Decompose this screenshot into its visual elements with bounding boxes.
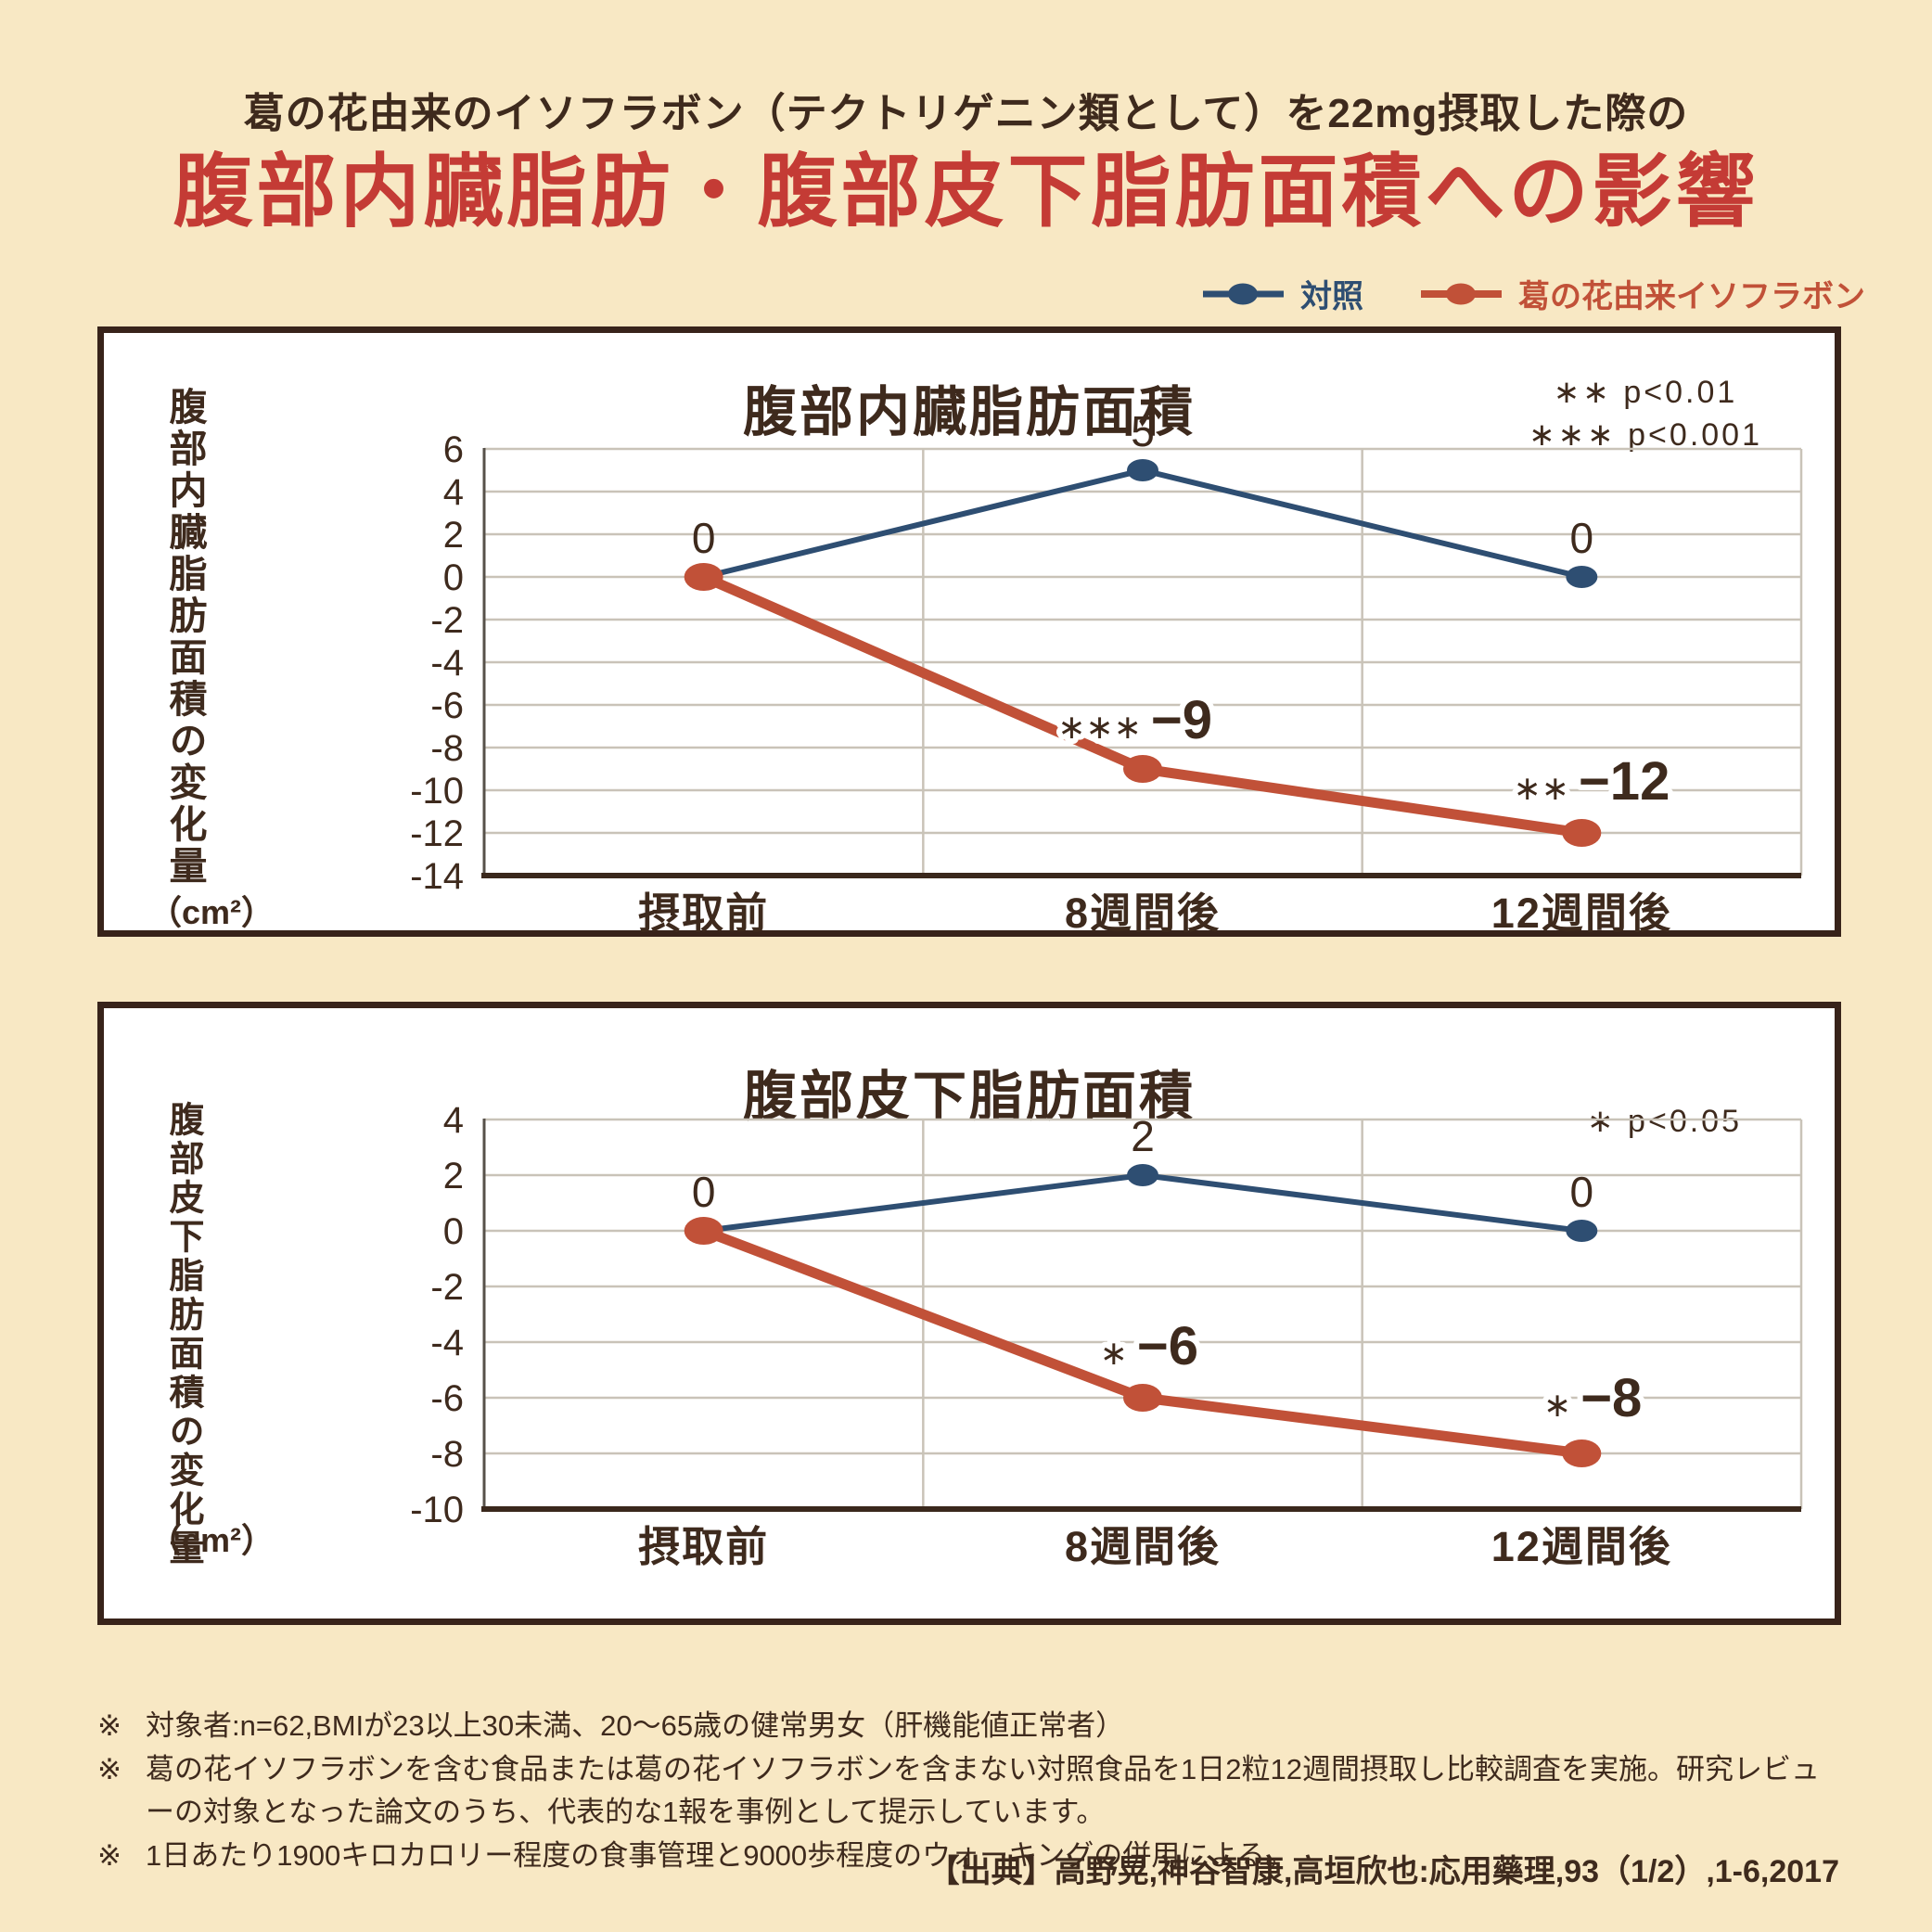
p-value-notes: ∗∗ p<0.01 ∗∗∗ p<0.001 [1529,372,1762,457]
y-tick-label: -14 [410,856,464,897]
y-tick-label: -4 [430,1323,464,1363]
y-tick-label: -10 [410,1490,464,1530]
y-tick-label: 0 [443,557,464,598]
footnote-text: 1日あたり1900キロカロリー程度の食事管理と9000歩程度のウォーキングの併用… [146,1838,1295,1872]
y-tick-label: 4 [443,1100,464,1141]
y-axis-unit: （cm²） [148,893,275,931]
data-label: ∗∗∗ −9 [1057,690,1212,750]
footnote-item: ※ 1日あたり1900キロカロリー程度の食事管理と9000歩程度のウォーキングの併… [97,1835,1841,1878]
page-subtitle: 葛の花由来のイソフラボン（テクトリゲニン類として）を22mg摂取した際の [243,91,1689,136]
legend: 対照 葛の花由来イソフラボン [1199,271,1865,316]
p-value-notes: ∗ p<0.05 [1587,1101,1742,1144]
data-label: 0 [1570,514,1594,562]
x-tick-label: 摂取前 [638,1523,769,1570]
y-tick-label: -6 [430,685,464,726]
legend-item-isoflavone: 葛の花由来イソフラボン [1417,271,1865,316]
y-tick-label: 0 [443,1211,464,1252]
x-tick-label: 12週間後 [1491,889,1672,937]
y-tick-label: 4 [443,472,464,513]
data-label: ∗ −6 [1100,1316,1198,1376]
data-point [1562,819,1602,847]
line-marker-icon [1421,283,1502,304]
line-marker-icon [1203,283,1284,304]
page-title: 腹部内臓脂肪・腹部皮下脂肪面積への影響 [173,145,1759,238]
y-tick-label: 2 [443,1156,464,1196]
data-label: ∗∗ −12 [1514,751,1670,812]
y-axis-label: 腹部皮下脂肪面積の変化量 [163,1101,202,1568]
source-citation: 【出典】高野晃,神谷智康,高垣欣也:応用藥理,93（1/2）,1-6,2017 [928,1854,1839,1889]
data-point [1127,1164,1158,1186]
y-tick-label: -8 [430,1434,464,1475]
y-tick-label: -12 [410,813,464,854]
data-point [1566,1220,1598,1242]
y-tick-label: 2 [443,515,464,556]
data-label: 5 [1131,407,1155,455]
x-tick-label: 摂取前 [638,889,769,937]
footnote-text: 葛の花イソフラボンを含む食品または葛の花イソフラボンを含まない対照食品を1日2粒… [146,1752,1820,1829]
y-tick-label: -2 [430,600,464,641]
footnote-marker: ※ [97,1709,122,1742]
data-point [1566,566,1598,588]
data-point [1562,1439,1602,1467]
data-label: 2 [1131,1112,1155,1160]
y-tick-label: -6 [430,1378,464,1419]
y-tick-label: -4 [430,643,464,684]
series-line-対照 [702,467,1583,580]
data-point [1123,1384,1162,1412]
p-value-note: ∗ p<0.05 [1587,1104,1742,1139]
footnotes: ※ 対象者:n=62,BMIが23以上30未満、20〜65歳の健常男女（肝機能値正… [97,1705,1841,1877]
data-label: 0 [692,1168,716,1216]
chart-panel-subcutaneous-fat: 腹部皮下脂肪面積 ∗ p<0.05 腹部皮下脂肪面積の変化量 （cm²） 4 2 0… [97,1002,1841,1625]
footnote-marker: ※ [97,1752,122,1785]
data-point [684,563,723,591]
data-label: ∗ −8 [1543,1368,1642,1428]
data-point [1123,755,1162,783]
data-label: 0 [1570,1168,1594,1216]
chart-title: 腹部皮下脂肪面積 [742,1067,1196,1127]
data-point [684,1217,723,1245]
footnote-text: 対象者:n=62,BMIが23以上30未満、20〜65歳の健常男女（肝機能値正常… [146,1709,1125,1742]
legend-label: 葛の花由来イソフラボン [1518,279,1865,314]
y-tick-label: 6 [443,429,464,470]
legend-item-control: 対照 [1199,271,1363,316]
y-tick-label: -8 [430,728,464,769]
y-axis-unit: （cm²） [148,1521,275,1559]
y-axis-label: 腹部内臓脂肪面積の変化量 [163,387,206,888]
data-label: 0 [692,514,716,562]
chart-title: 腹部内臓脂肪面積 [742,382,1196,442]
footnote-item: ※ 対象者:n=62,BMIが23以上30未満、20〜65歳の健常男女（肝機能値正… [97,1705,1841,1748]
p-value-note: ∗∗∗ p<0.001 [1529,416,1762,453]
chart-panel-visceral-fat: 腹部内臓脂肪面積 ∗∗ p<0.01 ∗∗∗ p<0.001 腹部内臓脂肪面積の… [97,326,1841,937]
footnote-item: ※ 葛の花イソフラボンを含む食品または葛の花イソフラボンを含まない対照食品を1日2… [97,1748,1841,1835]
y-tick-label: -2 [430,1267,464,1308]
p-value-note: ∗∗ p<0.01 [1553,375,1738,410]
line-chart-subcutaneous-fat: 4 2 0 -2 -4 -6 -8 -10 摂取前 8週間後 12週間後 0 2 0 ∗ −6 ∗ −8 [410,1100,1803,1570]
x-tick-label: 12週間後 [1491,1523,1672,1570]
data-point [1127,459,1158,481]
y-tick-label: -10 [410,771,464,812]
x-tick-label: 8週間後 [1065,889,1221,937]
legend-label: 対照 [1300,279,1363,314]
x-tick-label: 8週間後 [1065,1523,1221,1570]
footnote-marker: ※ [97,1838,122,1872]
